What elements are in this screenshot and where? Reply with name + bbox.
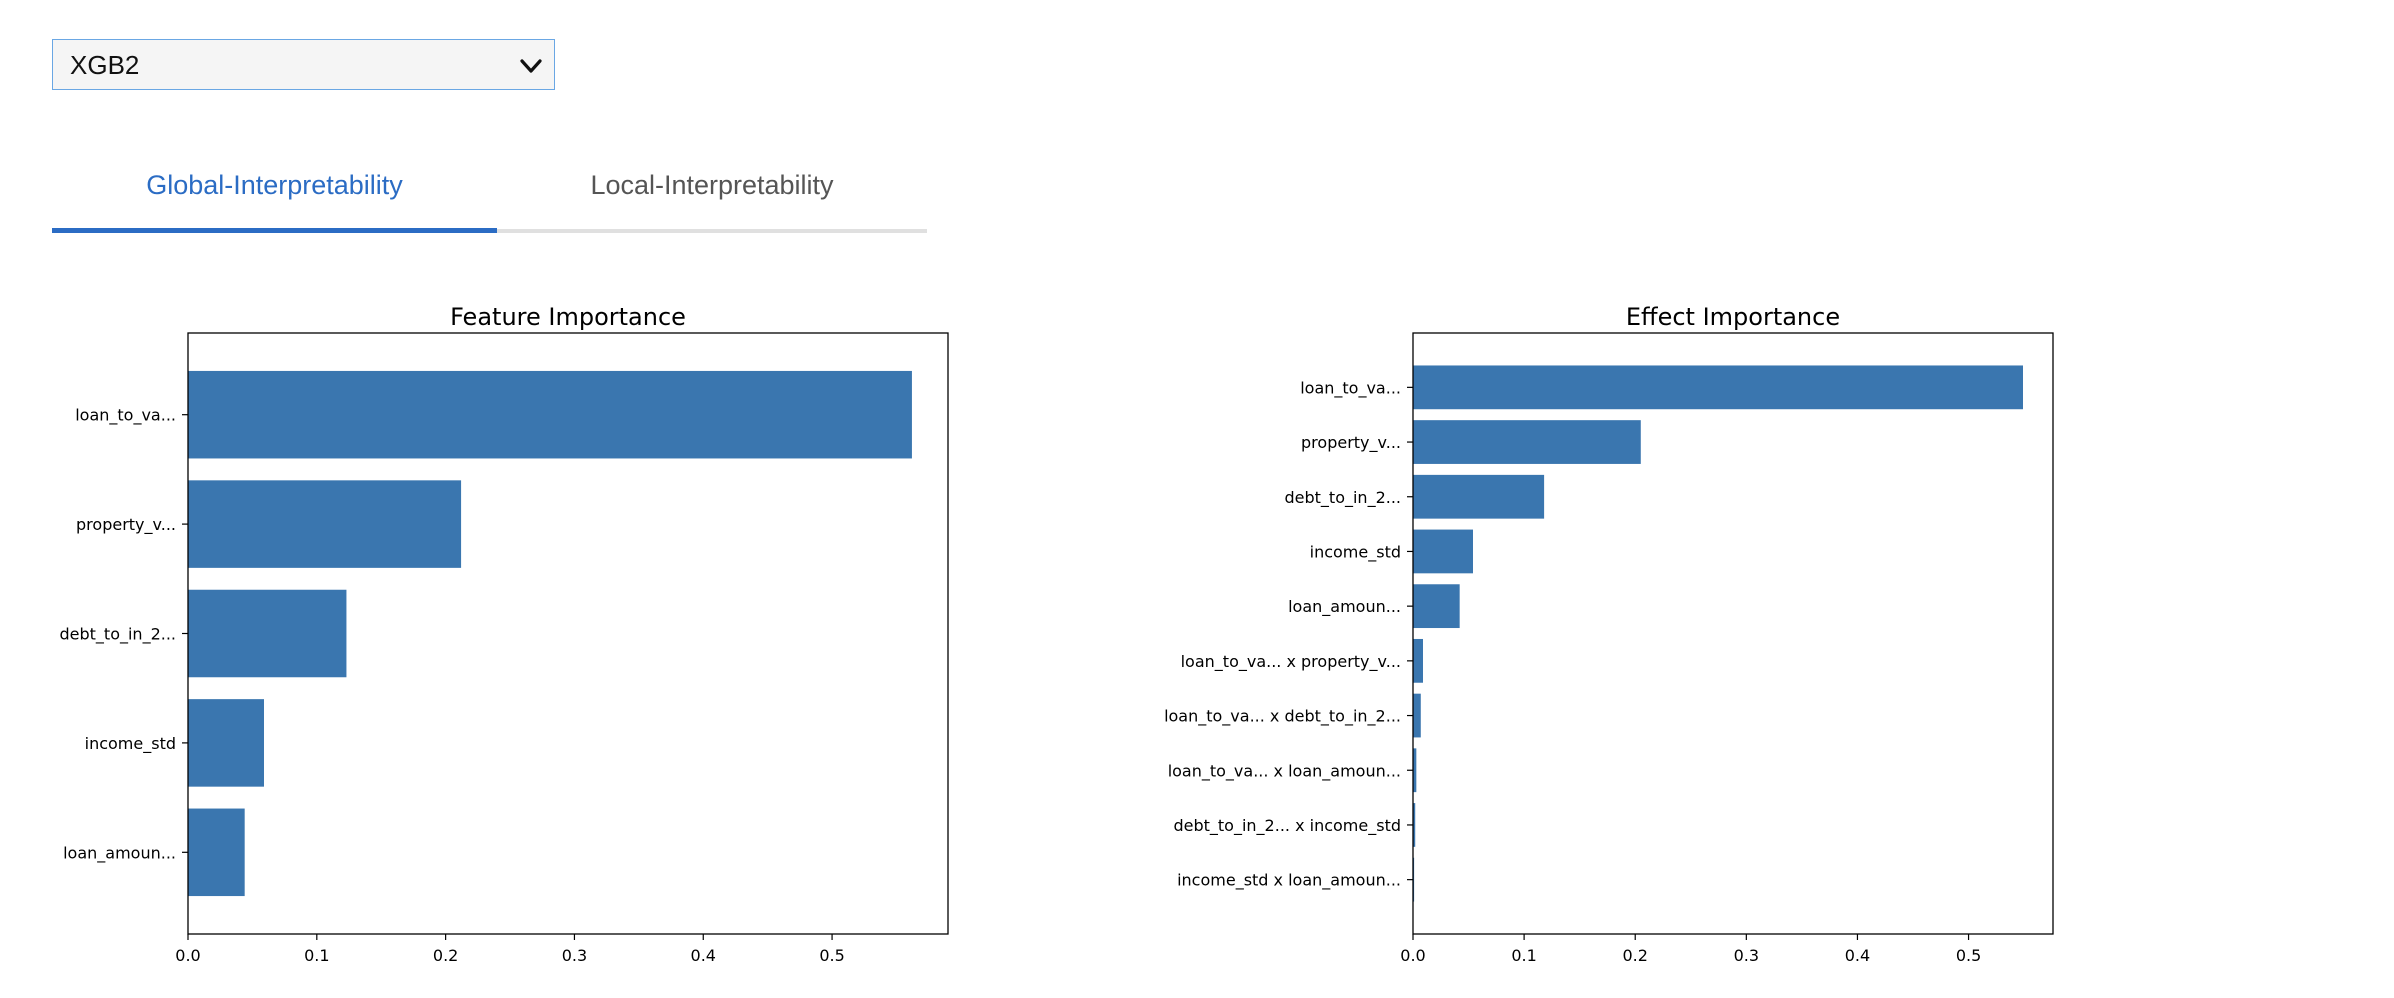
feature-bar [188,699,264,787]
effect-y-tick-label: loan_amoun... [1288,597,1401,617]
effect-bar [1413,474,1545,519]
effect-bar [1413,365,2023,410]
effect-x-tick-label: 0.2 [1622,946,1647,965]
active-tab-indicator [52,228,497,233]
feature-x-tick-label: 0.0 [175,946,200,965]
effect-y-tick-label: income_std [1310,542,1401,562]
effect-y-tick-label: debt_to_in_2... x income_std [1173,816,1401,836]
chevron-down-icon [520,59,542,73]
feature-y-tick-label: income_std [85,734,176,754]
feature-y-tick-label: debt_to_in_2... [59,625,176,645]
feature-x-tick-label: 0.5 [819,946,844,965]
effect-axes-frame [1412,332,2054,935]
model-select-dropdown[interactable]: XGB2 [52,39,555,90]
feature-bar [188,589,347,678]
effect-y-tick-label: property_v... [1301,433,1401,453]
tab-global-interpretability[interactable]: Global-Interpretability [146,170,403,200]
effect-bar [1413,584,1460,629]
effect-y-tick-label: loan_to_va... [1300,378,1401,398]
effect-y-tick-label: income_std x loan_amoun... [1177,871,1401,891]
feature-importance-chart: Feature Importance loan_to_va... property_… [59,303,949,965]
feature-chart-title: Feature Importance [450,303,686,331]
effect-bar [1413,748,1417,793]
feature-bar [188,370,912,459]
effect-bar [1413,529,1473,574]
effect-x-tick-label: 0.4 [1845,946,1870,965]
feature-x-tick-label: 0.4 [691,946,716,965]
model-select-value: XGB2 [70,50,140,80]
feature-y-tick-label: property_v... [76,515,176,535]
effect-x-tick-label: 0.0 [1400,946,1425,965]
effect-x-tick-label: 0.1 [1511,946,1536,965]
effect-bar [1413,803,1416,847]
feature-x-tick-label: 0.2 [433,946,458,965]
effect-y-tick-label: loan_to_va... x loan_amoun... [1168,761,1401,781]
effect-importance-chart: Effect Importance loan_to_va... property_v… [1164,303,2054,965]
effect-bar [1413,420,1641,464]
feature-bar [188,480,462,568]
feature-x-tick-label: 0.3 [562,946,587,965]
effect-chart-title: Effect Importance [1626,303,1840,331]
effect-y-tick-label: loan_to_va... x debt_to_in_2... [1164,707,1401,727]
feature-bar [188,808,245,897]
feature-x-tick-label: 0.1 [304,946,329,965]
interpretability-tabs: Global-Interpretability Local-Interpreta… [52,150,927,236]
effect-y-tick-label: debt_to_in_2... [1284,488,1401,508]
effect-x-tick-label: 0.5 [1956,946,1981,965]
feature-y-tick-label: loan_amoun... [63,843,176,863]
feature-y-tick-label: loan_to_va... [75,406,176,426]
effect-x-tick-label: 0.3 [1734,946,1759,965]
effect-bar [1413,638,1423,683]
tab-local-interpretability[interactable]: Local-Interpretability [590,170,834,200]
effect-y-tick-label: loan_to_va... x property_v... [1181,652,1401,672]
effect-bar [1413,693,1421,738]
feature-axes-frame [187,332,949,935]
